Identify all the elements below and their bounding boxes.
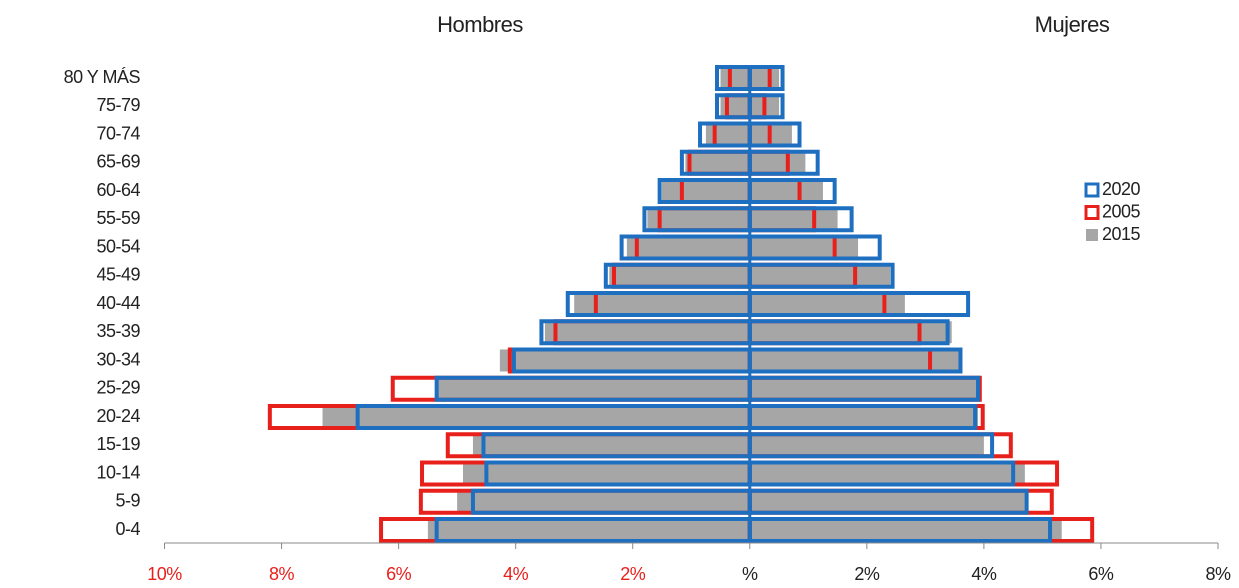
- bar: [749, 434, 984, 457]
- bar: [720, 67, 750, 89]
- bar: [749, 519, 1062, 541]
- x-tick-label: 6%: [386, 564, 412, 584]
- bar: [544, 321, 750, 344]
- category-label: 55-59: [96, 208, 140, 228]
- bar: [626, 236, 750, 259]
- category-label: 20-24: [96, 406, 140, 426]
- bar: [749, 349, 961, 372]
- legend-label: 2015: [1102, 224, 1141, 244]
- category-label: 45-49: [96, 265, 140, 285]
- category-label: 65-69: [96, 152, 140, 172]
- category-label: 30-34: [96, 349, 140, 369]
- category-label: 75-79: [96, 95, 140, 115]
- bar: [427, 519, 750, 541]
- bar: [720, 95, 750, 118]
- x-tick-label: 2%: [620, 564, 646, 584]
- bar: [462, 462, 750, 485]
- bar: [749, 490, 1025, 513]
- x-tick-label: 8%: [269, 564, 295, 584]
- category-label: 0-4: [115, 519, 140, 539]
- bar: [749, 67, 780, 89]
- category-label: 60-64: [96, 180, 140, 200]
- left-label: Hombres: [437, 12, 523, 37]
- bar: [472, 434, 750, 457]
- legend-label: 2005: [1102, 201, 1141, 221]
- legend-swatch: [1084, 182, 1100, 198]
- bar: [749, 151, 806, 174]
- legend-swatch: [1084, 205, 1100, 220]
- bar: [574, 293, 750, 315]
- category-label: 25-29: [96, 378, 140, 398]
- bar: [685, 151, 750, 174]
- bar: [749, 293, 905, 315]
- category-label: 40-44: [96, 293, 140, 313]
- x-tick-label: 4%: [971, 564, 997, 584]
- bar: [457, 490, 750, 513]
- bar: [705, 123, 750, 146]
- x-tick-label: 8%: [1205, 564, 1231, 584]
- category-label: 35-39: [96, 321, 140, 341]
- bar: [499, 349, 750, 372]
- bar: [749, 462, 1025, 485]
- bar: [749, 236, 859, 259]
- category-label: 50-54: [96, 236, 140, 256]
- category-label: 5-9: [115, 491, 140, 511]
- category-label: 10-14: [96, 462, 140, 482]
- bar: [661, 180, 750, 202]
- bar: [647, 208, 750, 231]
- category-label: 15-19: [96, 434, 140, 454]
- legend-label: 2020: [1102, 179, 1141, 199]
- legend-swatch: [1086, 229, 1098, 241]
- right-label: Mujeres: [1035, 12, 1110, 37]
- category-label: 70-74: [96, 123, 140, 143]
- category-label: 80 Y MÁS: [64, 67, 141, 87]
- x-tick-label: %: [742, 564, 758, 584]
- bar: [749, 180, 823, 202]
- bar: [749, 321, 952, 344]
- bar: [609, 264, 750, 287]
- x-tick-label: 6%: [1088, 564, 1114, 584]
- x-tick-label: 2%: [854, 564, 880, 584]
- bar: [749, 377, 979, 400]
- bar: [436, 377, 750, 400]
- bar: [749, 208, 838, 231]
- x-tick-label: 4%: [503, 564, 529, 584]
- x-tick-label: 10%: [147, 564, 182, 584]
- bar: [749, 406, 979, 428]
- bar: [749, 264, 891, 287]
- bar: [322, 406, 750, 428]
